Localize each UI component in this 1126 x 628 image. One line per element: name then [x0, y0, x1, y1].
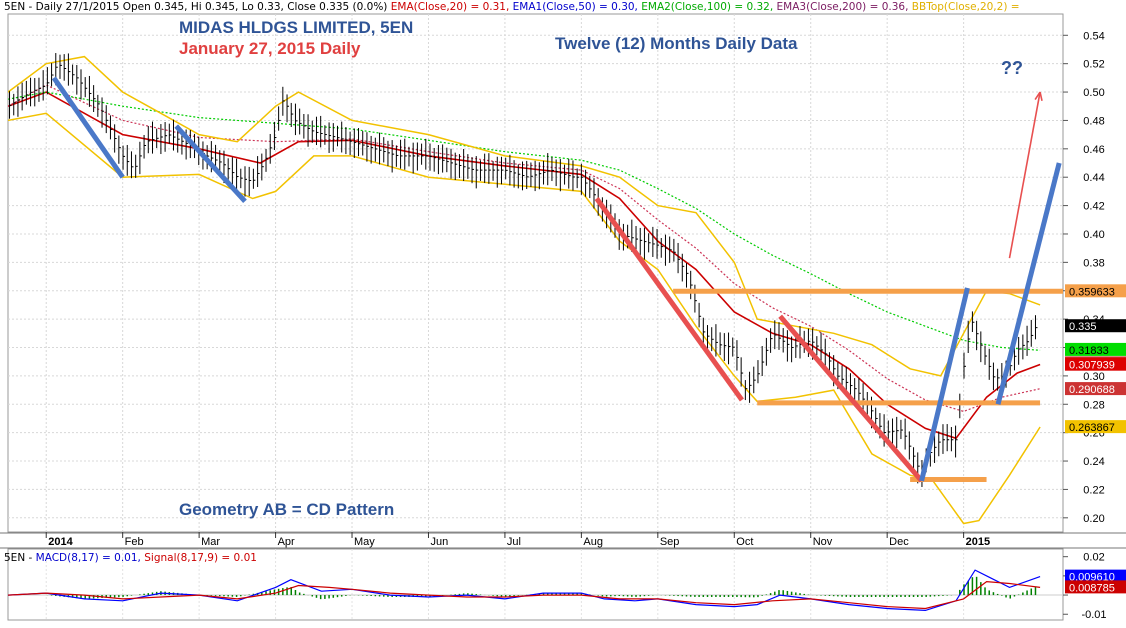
price-y-tick-label: 0.40 [1083, 229, 1104, 241]
price-flag [1065, 382, 1126, 396]
price-flag-label: 0.307939 [1069, 360, 1115, 372]
header-prefix: 5EN - Daily 27/1/2015 Open 0.345, Hi 0.3… [4, 1, 388, 13]
pattern-title: Geometry AB = CD Pattern [179, 500, 395, 519]
signal-label: Signal(8,17,9) = 0.01 [144, 552, 257, 564]
macd-header: 5EN - MACD(8,17) = 0.01, Signal(8,17,9) … [4, 552, 257, 564]
macd-flag [1065, 569, 1126, 583]
blue-trend-line [51, 76, 125, 179]
blue-trend-line [919, 287, 970, 482]
x-tick-label: Apr [278, 536, 295, 548]
macd-flag [1065, 580, 1126, 594]
macd-prefix: 5EN - [4, 552, 33, 564]
price-y-tick-label: 0.42 [1083, 201, 1104, 213]
price-panel-frame [7, 13, 1064, 533]
period-title: Twelve (12) Months Daily Data [555, 34, 798, 53]
x-tick-label: Nov [813, 536, 833, 548]
price-y-tick-label: 0.46 [1083, 144, 1104, 156]
price-y-tick-label: 0.54 [1083, 30, 1104, 42]
price-y-tick-label: 0.20 [1083, 513, 1104, 525]
price-flag-label: 0.359633 [1069, 286, 1115, 298]
macd-line [7, 569, 1041, 612]
price-flag-label: 0.31833 [1069, 345, 1109, 357]
ema50-line [8, 84, 1041, 413]
ema100-label: EMA2(Close,100) = 0.32, [641, 1, 774, 13]
company-title: MIDAS HLDGS LIMITED, 5EN [179, 18, 414, 37]
macd-flag-label: 0.008785 [1069, 582, 1115, 594]
ema200-label: EMA3(Close,200) = 0.36, [776, 1, 909, 13]
x-tick-label: Sep [660, 536, 680, 548]
price-y-tick-label: 0.30 [1083, 371, 1104, 383]
signal-line [7, 580, 1041, 610]
price-y-tick-label: 0.48 [1083, 115, 1104, 127]
red-trend-line [778, 314, 924, 483]
x-tick-label: Jul [507, 536, 521, 548]
price-flag [1065, 420, 1126, 434]
price-y-tick-label: 0.28 [1083, 399, 1104, 411]
price-y-tick-label: 0.44 [1083, 172, 1104, 184]
red-trend-line [594, 197, 744, 402]
price-flag [1065, 284, 1126, 298]
target-arrow-line [1008, 91, 1041, 259]
blue-trend-line [174, 124, 247, 204]
price-y-tick-label: 0.50 [1083, 87, 1104, 99]
macd-y-tick-label: -0.01 [1081, 609, 1106, 621]
price-y-tick-label: 0.24 [1083, 456, 1104, 468]
macd-label: MACD(8,17) = 0.01, [35, 552, 141, 564]
x-tick-label: 2014 [48, 536, 73, 548]
price-flag-label: 0.290688 [1069, 384, 1115, 396]
price-flag [1065, 357, 1126, 371]
x-tick-label: 2015 [966, 536, 990, 548]
question-marks: ?? [1001, 58, 1023, 78]
date-title: January 27, 2015 Daily [179, 39, 361, 58]
x-tick-label: Dec [889, 536, 909, 548]
x-tick-label: Feb [125, 536, 144, 548]
x-tick-label: Jun [430, 536, 448, 548]
target-arrow-head [1034, 91, 1043, 102]
price-flag-label: 0.263867 [1069, 422, 1115, 434]
x-tick-label: Aug [583, 536, 603, 548]
price-y-tick-label: 0.52 [1083, 59, 1104, 71]
price-chart-header: 5EN - Daily 27/1/2015 Open 0.345, Hi 0.3… [4, 1, 1020, 13]
price-y-tick-label: 0.22 [1083, 484, 1104, 496]
x-tick-label: Oct [736, 536, 753, 548]
price-flag [1065, 319, 1126, 333]
price-y-tick-label: 0.38 [1083, 257, 1104, 269]
price-flag-label: 0.335 [1069, 321, 1097, 333]
ema20-label: EMA(Close,20) = 0.31, [390, 1, 510, 13]
blue-trend-line [995, 162, 1062, 405]
ema50-label: EMA1(Close,50) = 0.30, [512, 1, 638, 13]
x-tick-label: May [354, 536, 375, 548]
bollinger-label: BBTop(Close,20,2) = [911, 1, 1020, 13]
ema100-line [8, 91, 1041, 351]
x-tick-label: Mar [201, 536, 220, 548]
price-flag [1065, 342, 1126, 356]
macd-y-tick-label: 0.02 [1083, 552, 1104, 564]
